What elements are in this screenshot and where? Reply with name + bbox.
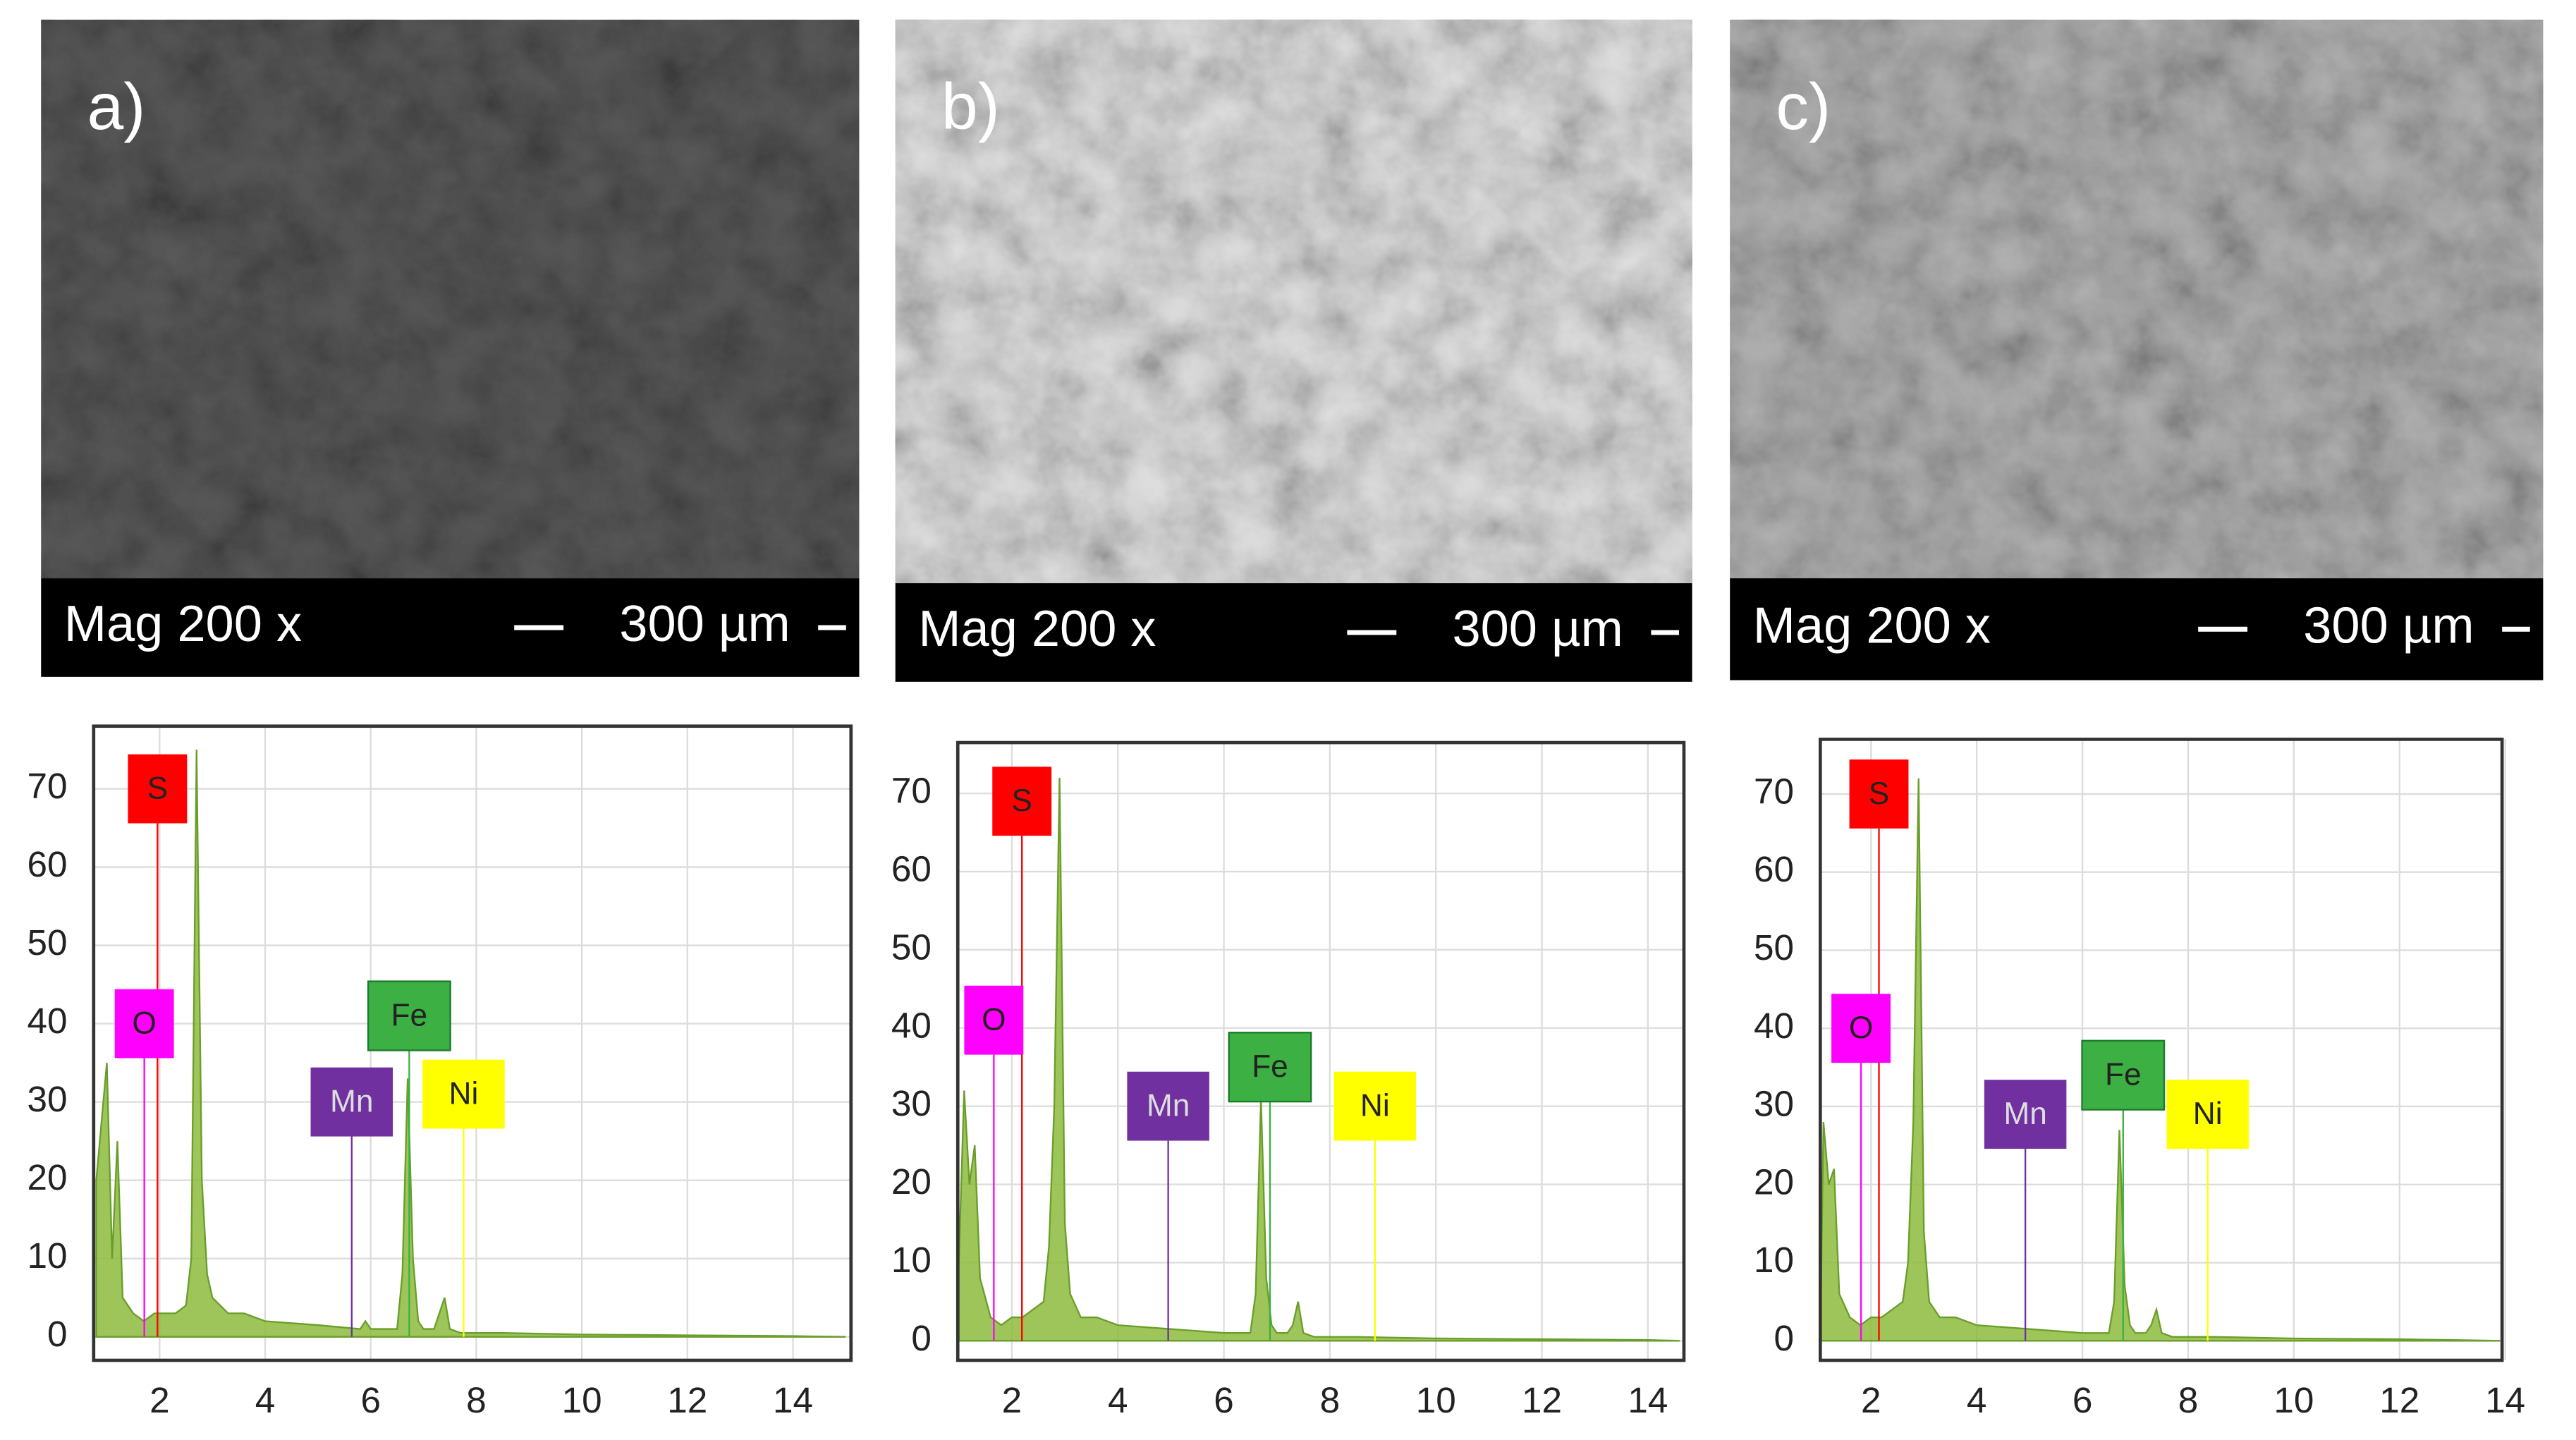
element-label: Ni [1360,1089,1390,1123]
x-tick-label: 10 [562,1380,602,1420]
element-tag [2081,1039,2166,1111]
x-tick-label: 8 [466,1380,487,1420]
x-tick-label: 4 [1108,1380,1128,1420]
element-label: O [1849,1011,1873,1045]
y-tick-label: 20 [891,1161,932,1202]
y-tick-label: 30 [28,1079,68,1119]
x-tick-label: 2 [1861,1380,1881,1420]
y-tick-label: 10 [1754,1240,1794,1280]
scale-bar-label: 300 µm [619,596,790,652]
x-tick-label: 4 [1967,1380,1987,1420]
sem-image [1730,19,2544,579]
y-tick-label: 70 [891,771,932,811]
y-tick-label: 20 [28,1157,68,1197]
element-tag [992,767,1052,836]
y-tick-label: 10 [891,1240,932,1280]
magnification: Mag 200 x [918,601,1156,657]
spectrum [958,777,1680,1342]
panel-label: c) [1776,70,1831,143]
element-tag [128,754,188,824]
y-tick-label: 30 [1754,1084,1794,1124]
plot-area [958,743,1684,1361]
scale-bar-label: 300 µm [2303,597,2474,654]
sem-image [895,19,1692,584]
element-label: S [1869,776,1890,811]
plot-frame [1818,738,2504,1362]
y-tick-label: 70 [1754,771,1794,811]
element-tag [1333,1071,1417,1141]
x-tick-label: 6 [2073,1380,2093,1420]
x-tick-label: 14 [2485,1380,2525,1420]
y-tick-label: 40 [28,1001,68,1041]
y-tick-label: 50 [1754,927,1794,968]
x-tick-label: 8 [1320,1380,1341,1420]
x-tick-label: 2 [149,1380,170,1420]
element-tag [1849,759,1909,829]
element-tag [1831,994,1891,1063]
y-tick-label: 10 [28,1235,68,1276]
y-tick-label: 60 [1754,849,1794,889]
x-tick-label: 6 [360,1380,381,1420]
x-tick-label: 12 [2379,1380,2419,1420]
panel-label: b) [941,70,1000,143]
plot-frame [92,724,853,1362]
element-tag [2166,1080,2249,1149]
element-label: Ni [449,1077,479,1111]
y-tick-label: 40 [1754,1006,1794,1046]
element-tag [964,985,1024,1055]
element-label: S [1011,783,1032,818]
plot-frame [956,740,1686,1362]
info-bar [895,583,1692,682]
x-tick-label: 12 [667,1380,707,1420]
element-label: Fe [1252,1049,1288,1084]
y-tick-label: 20 [1754,1161,1794,1202]
y-tick-label: 50 [28,922,68,963]
y-tick-label: 0 [911,1318,932,1358]
element-tag [310,1067,393,1137]
x-tick-label: 14 [773,1380,813,1420]
scale-bar-label: 300 µm [1452,601,1623,657]
info-bar [41,578,860,677]
panel-label: a) [87,70,145,143]
element-tag [1984,1080,2067,1149]
sem-image [41,19,860,579]
element-label: Ni [2193,1097,2223,1131]
spectrum [1819,778,2501,1342]
x-tick-label: 8 [2178,1380,2199,1420]
magnification: Mag 200 x [1753,597,1991,654]
magnification: Mag 200 x [64,596,302,652]
element-label: Mn [2003,1097,2046,1131]
y-tick-label: 0 [1774,1318,1795,1358]
spectrum [95,750,846,1338]
info-bar [1730,578,2544,681]
x-tick-label: 14 [1628,1380,1668,1420]
x-tick-label: 4 [255,1380,276,1420]
element-label: Fe [391,999,428,1033]
element-tag [114,989,174,1058]
element-label: Mn [1147,1089,1190,1123]
x-tick-label: 10 [2273,1380,2314,1420]
element-label: O [132,1006,156,1041]
x-tick-label: 2 [1002,1380,1023,1420]
x-tick-label: 10 [1416,1380,1456,1420]
y-tick-label: 60 [28,844,68,884]
element-label: Fe [2105,1058,2142,1092]
element-label: O [982,1003,1006,1037]
element-tag [367,980,451,1051]
element-label: Mn [330,1085,373,1119]
y-tick-label: 0 [47,1314,68,1354]
plot-area [93,726,851,1361]
element-tag [1127,1071,1209,1141]
y-tick-label: 50 [891,927,932,967]
y-tick-label: 60 [891,849,932,889]
y-tick-label: 30 [891,1083,932,1123]
x-tick-label: 6 [1214,1380,1234,1420]
x-tick-label: 12 [1522,1380,1562,1420]
y-tick-label: 40 [891,1005,932,1045]
element-tag [422,1059,505,1129]
y-tick-label: 70 [28,766,68,806]
element-tag [1228,1032,1312,1103]
element-label: S [147,771,169,806]
